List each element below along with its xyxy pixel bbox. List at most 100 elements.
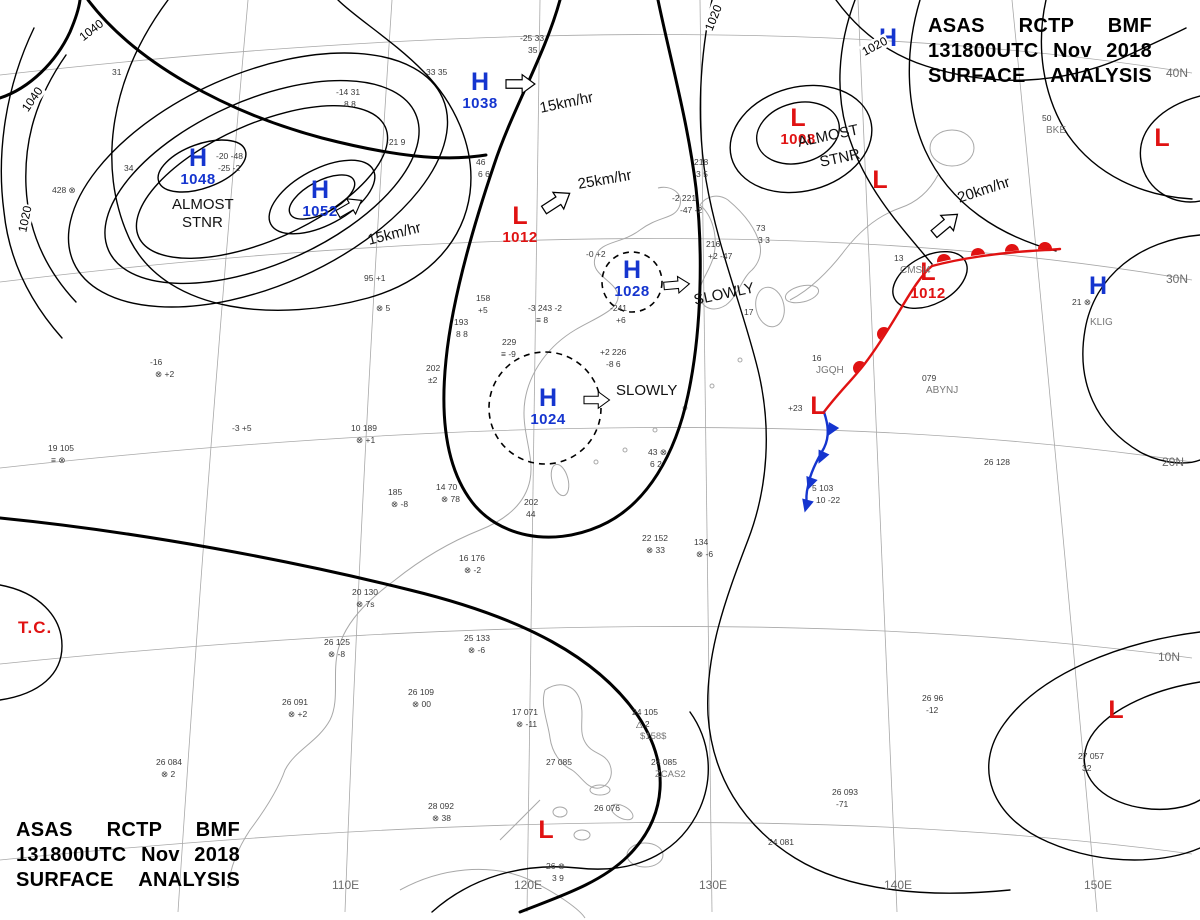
title-line-2: 131800UTC Nov 2018: [928, 40, 1152, 62]
isobar-1036: [67, 52, 449, 308]
station-plot: 33 35: [426, 67, 448, 77]
station-plot: -21 9: [386, 137, 406, 147]
station-plot: 17: [744, 307, 754, 317]
dashed-high-circles: [488, 251, 663, 465]
pressure-letter: L: [790, 104, 806, 132]
motion-label: 15km/hr: [365, 219, 423, 249]
latitude-label: 10N: [1158, 650, 1181, 664]
pressure-letter: H: [1088, 272, 1108, 300]
station-plot: ⊗ 38: [432, 813, 451, 823]
pressure-letter: H: [470, 68, 490, 96]
station-plot: ≡ -9: [501, 349, 516, 359]
station-plot: 31: [112, 67, 122, 77]
station-plot: ZCAS2: [655, 769, 686, 780]
station-plot: 14 70: [436, 482, 458, 492]
station-plot: 95 +1: [364, 273, 386, 283]
isobar-1040: [104, 79, 420, 285]
taiwan-island: [550, 463, 570, 497]
pressure-center-l: L: [1108, 698, 1123, 723]
tropical-cyclone-label: T.C.: [18, 618, 53, 637]
station-plot: JGQH: [816, 365, 844, 376]
station-plot: 25 133: [464, 633, 490, 643]
station-plot: 229: [502, 337, 517, 347]
isobar-value-label: 1040: [18, 83, 47, 116]
station-plot: 079: [922, 373, 937, 383]
station-plot: 3 5: [696, 169, 708, 179]
station-plot: 24 105: [632, 707, 658, 717]
station-plot: -12: [926, 705, 939, 715]
ryukyu-island: [737, 357, 743, 363]
station-plot: ⊗ +2: [155, 369, 175, 379]
station-plot: 16: [812, 353, 822, 363]
motion-label: SLOWLY: [616, 382, 678, 399]
borneo-coast: [399, 868, 586, 919]
pressure-letter: L: [1154, 124, 1170, 152]
visayas-island: [589, 784, 611, 796]
station-plot: 5 103: [812, 483, 834, 493]
pressure-center-h-1028: H 1028: [614, 258, 649, 301]
isobar-philippines: [431, 711, 709, 913]
hokkaido-island: [929, 129, 975, 167]
pressure-letter: H: [310, 176, 330, 204]
isobar-ridge-east: [1082, 234, 1200, 464]
station-plot: -25 33: [520, 33, 545, 43]
station-plot: 185: [388, 487, 403, 497]
station-plot: ⊗ -8: [391, 499, 409, 509]
korea-coast: [699, 195, 761, 310]
bold-corner: [0, 0, 82, 100]
station-plot: BKE: [1046, 125, 1067, 136]
latitude-label: 20N: [1162, 455, 1185, 469]
station-plot: 10 189: [351, 423, 377, 433]
pressure-center-l: L: [538, 818, 553, 843]
kyushu-island: [755, 286, 785, 328]
isobar-1052-outer: [268, 159, 376, 235]
bold-northwest: [86, 0, 488, 160]
station-plot: 202: [426, 363, 441, 373]
isobar-1032: [111, 0, 472, 311]
pressure-center-l: L: [872, 168, 887, 193]
longitude-label: 110E: [332, 878, 360, 892]
visayas-island: [552, 806, 568, 818]
station-plot: -16: [150, 357, 163, 367]
isobar-value-label: 1020: [701, 1, 726, 34]
motion-label: SLOWLY: [692, 279, 756, 309]
station-plot: -20 -48: [216, 151, 243, 161]
station-plot: 134: [694, 537, 709, 547]
stationary-front-line: [822, 264, 934, 414]
ryukyu-island: [622, 447, 628, 453]
ryukyu-island: [652, 427, 658, 433]
station-plot: KLIG: [1090, 317, 1113, 328]
station-plot: 26 091: [282, 697, 308, 707]
pressure-center-h-1048: H 1048: [180, 146, 215, 189]
station-plot: ⊗ +2: [288, 709, 308, 719]
station-plot: 50: [1042, 113, 1052, 123]
pressure-center-l: L: [810, 394, 825, 419]
title-line-3: SURFACE ANALYSIS: [16, 869, 240, 891]
bohai-coast: [639, 186, 681, 231]
pressure-letter: H: [188, 144, 208, 172]
station-plot: 32: [1082, 763, 1092, 773]
station-plot: 26 128: [984, 457, 1010, 467]
station-plot: 27 085: [546, 757, 572, 767]
china-coast: [227, 229, 641, 889]
station-plot: 44: [526, 509, 536, 519]
latitude-label: 40N: [1166, 66, 1189, 80]
station-plot: 22 152: [642, 533, 668, 543]
isobar-tc: [0, 584, 63, 701]
shikoku-island: [784, 284, 820, 304]
station-plot: 26 96: [922, 693, 944, 703]
pressure-letter: L: [1108, 696, 1124, 724]
station-plot: 26 125: [324, 637, 350, 647]
station-plot: ⊗ -8: [328, 649, 346, 659]
isobar-1020-east: [699, 0, 1011, 894]
isobar-low-1008-inner: [755, 101, 841, 165]
motion-label: 15km/hr: [538, 88, 595, 117]
motion-label: 20km/hr: [955, 173, 1013, 207]
station-plot: 3 9: [552, 873, 564, 883]
motion-label: 25km/hr: [576, 166, 633, 193]
station-plot: ⊗ -2: [464, 565, 482, 575]
station-plot: +2 226: [600, 347, 627, 357]
station-plot: -47 -2: [680, 205, 703, 215]
station-plot: 8 8: [456, 329, 468, 339]
